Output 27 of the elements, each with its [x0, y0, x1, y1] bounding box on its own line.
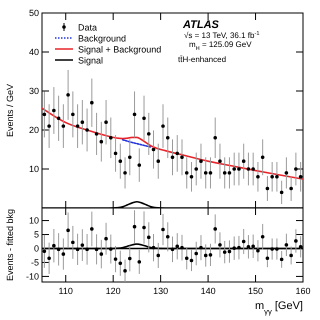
x-tick-label: 140: [200, 286, 216, 296]
annotation: m$_{H}$ = 125.09 GeV: [189, 40, 252, 52]
y-axis-title: Events - fitted bkg: [5, 208, 15, 282]
y-tick-label: 40: [28, 47, 39, 57]
annotation: √s = 13 TeV, 36.1 fb$^{-1}$: [184, 31, 260, 40]
x-tick-label: 120: [106, 286, 121, 296]
y-tick-label: 10: [28, 164, 39, 174]
y-tick-label: 30: [28, 86, 39, 96]
x-tick-label: 110: [58, 286, 73, 296]
y-tick-label: 10: [28, 216, 39, 226]
y-tick-label: 50: [28, 8, 39, 18]
y-axis-title: Events / GeV: [5, 84, 15, 138]
x-tick-label: 130: [153, 286, 168, 296]
legend-label: Background: [78, 34, 126, 44]
x-tick-label: 150: [248, 286, 264, 296]
y-tick-label: 0: [34, 243, 39, 254]
x-axis-title: m$_{γγ}$ [GeV]: [254, 300, 303, 316]
y-tick-label: -10: [26, 271, 39, 282]
annotation: tt̄H-enhanced: [178, 55, 226, 64]
y-tick-label: 20: [28, 125, 39, 135]
y-tick-label: 5: [34, 230, 39, 240]
legend-label: Signal + Background: [78, 44, 162, 54]
legend-label: Data: [78, 22, 98, 32]
annotation: ATLAS: [182, 19, 220, 31]
legend-label: Signal: [78, 56, 104, 66]
y-tick-label: -5: [30, 257, 39, 268]
x-tick-label: 160: [295, 286, 311, 296]
